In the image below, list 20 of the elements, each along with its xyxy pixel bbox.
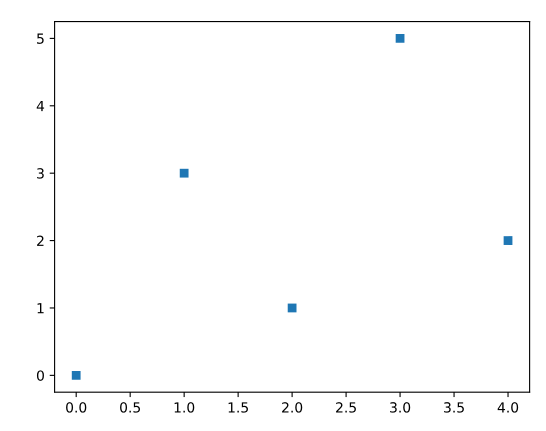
x-tick-label: 3.0 (390, 402, 410, 413)
x-tick-label: 1.0 (174, 402, 194, 413)
x-tick-label: 2.0 (282, 402, 302, 413)
y-tick-label: 3 (37, 168, 44, 179)
y-tick-label: 2 (37, 236, 44, 246)
x-tick-label: 3.5 (444, 402, 464, 413)
y-tick-label: 1 (38, 303, 44, 314)
y-tick-label: 5 (37, 34, 44, 44)
point (180, 168, 189, 178)
point (288, 304, 296, 312)
point (504, 236, 512, 245)
x-tick-label: 1.5 (228, 402, 248, 413)
x-tick-label: 0.5 (120, 402, 140, 413)
x-tick-label: 2.5 (336, 402, 356, 413)
y-tick-label: 4 (36, 100, 44, 112)
point (72, 370, 81, 380)
y-tick-label: 0 (36, 370, 44, 381)
x-tick-label: 0.0 (66, 402, 86, 413)
point (396, 34, 404, 43)
x-tick-label: 4.0 (498, 402, 518, 413)
